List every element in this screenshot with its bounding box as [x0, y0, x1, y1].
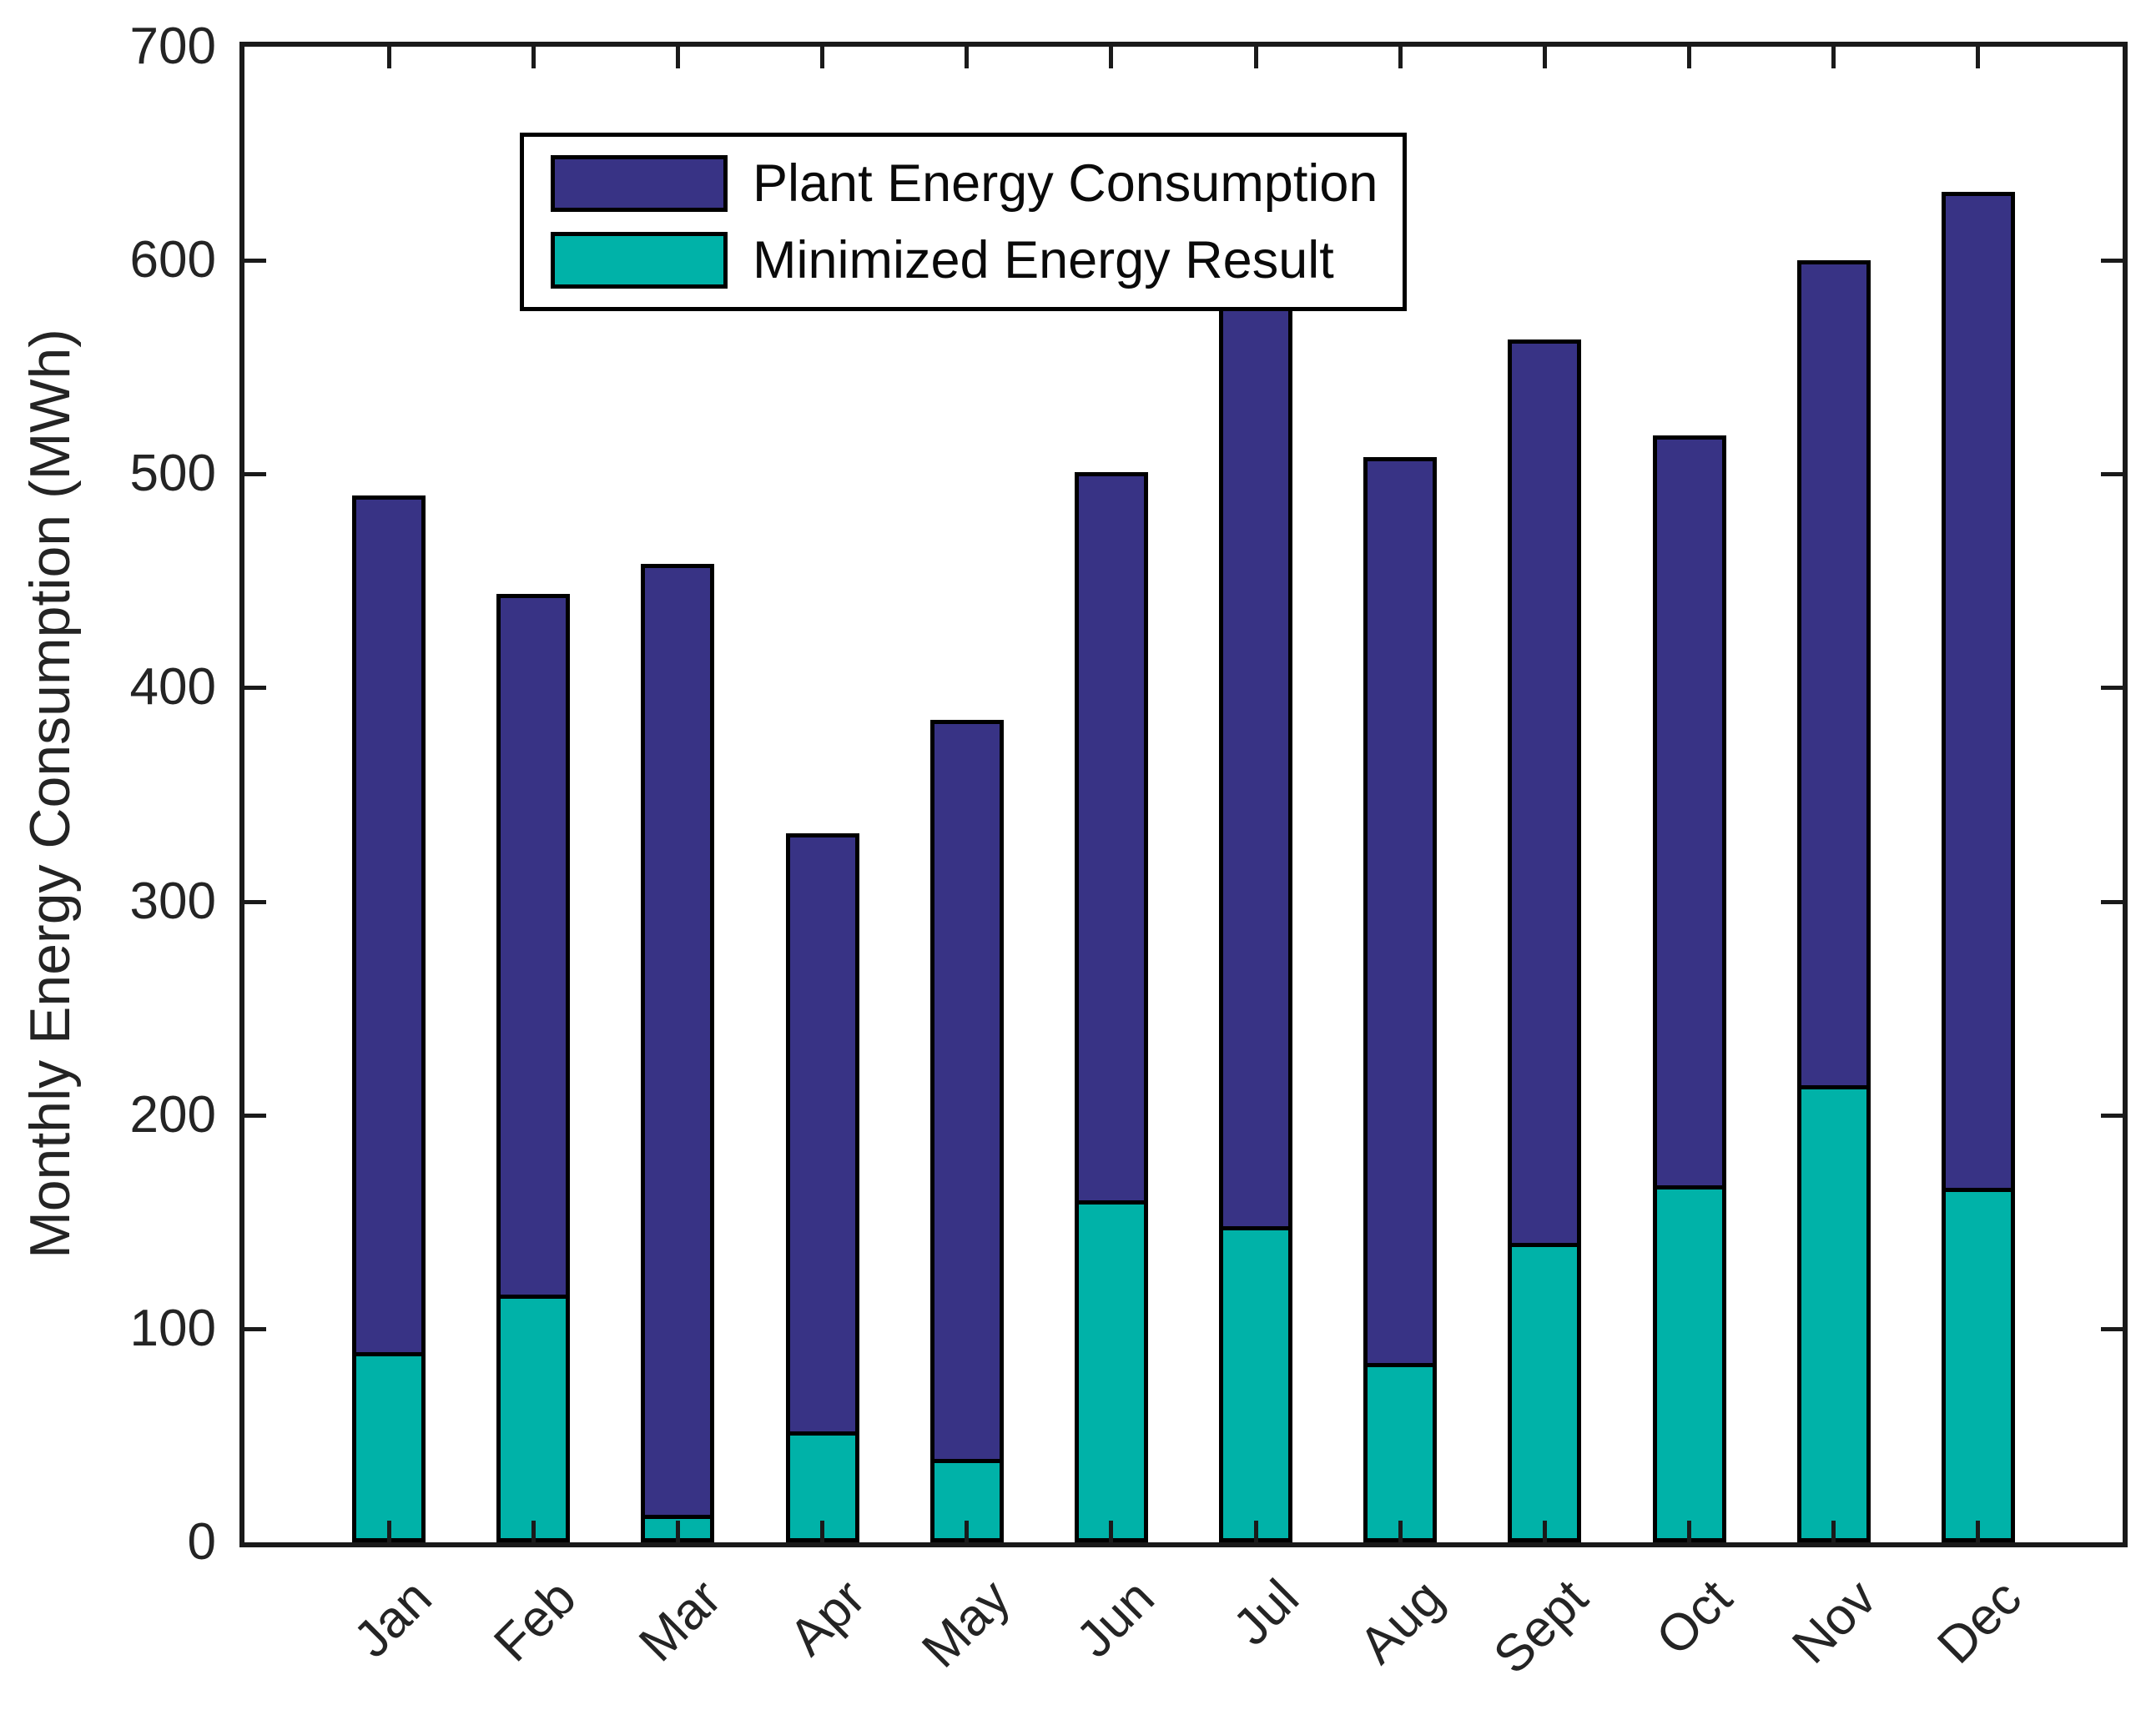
x-tick-top-sept — [1542, 47, 1547, 68]
x-tick-top-mar — [675, 47, 680, 68]
bar-total-may — [929, 720, 1004, 1542]
x-tick-top-nov — [1831, 47, 1836, 68]
x-tick-top-apr — [820, 47, 825, 68]
plot-area: Plant Energy Consumption Minimized Energ… — [239, 42, 2128, 1547]
y-tick-label-500: 500 — [129, 445, 216, 502]
legend-row-minimized: Minimized Energy Result — [551, 230, 1403, 290]
bar-total-aug — [1363, 457, 1438, 1542]
legend: Plant Energy Consumption Minimized Energ… — [520, 133, 1407, 311]
bar-minimized-dec — [1941, 1188, 2015, 1542]
y-tick-right-500 — [2101, 471, 2123, 476]
x-tick-label-dec: Dec — [1926, 1568, 2033, 1675]
y-tick-left-400 — [244, 685, 266, 690]
x-tick-bottom-jul — [1253, 1521, 1258, 1542]
legend-swatch-minimized-energy — [551, 232, 728, 289]
y-tick-right-400 — [2101, 685, 2123, 690]
x-tick-top-jul — [1253, 47, 1258, 68]
x-tick-label-apr: Apr — [778, 1568, 877, 1667]
bar-minimized-jul — [1219, 1226, 1293, 1542]
x-tick-label-may: May — [910, 1568, 1021, 1679]
x-tick-bottom-jan — [386, 1521, 391, 1542]
y-tick-right-600 — [2101, 258, 2123, 263]
y-tick-label-700: 700 — [129, 18, 216, 75]
y-tick-left-600 — [244, 258, 266, 263]
legend-swatch-plant-energy — [551, 155, 728, 212]
y-tick-left-200 — [244, 1113, 266, 1118]
x-tick-bottom-feb — [531, 1521, 536, 1542]
legend-label-minimized-energy: Minimized Energy Result — [753, 231, 1334, 289]
y-tick-left-300 — [244, 899, 266, 904]
x-tick-top-jan — [386, 47, 391, 68]
x-tick-bottom-jun — [1109, 1521, 1114, 1542]
x-tick-label-oct: Oct — [1645, 1568, 1744, 1667]
legend-label-plant-energy: Plant Energy Consumption — [753, 154, 1378, 213]
x-tick-top-aug — [1398, 47, 1403, 68]
y-tick-label-300: 300 — [129, 873, 216, 930]
y-tick-label-400: 400 — [129, 658, 216, 716]
bar-minimized-jun — [1074, 1200, 1148, 1542]
bar-minimized-jan — [352, 1352, 426, 1542]
y-tick-label-100: 100 — [129, 1300, 216, 1357]
y-tick-label-200: 200 — [129, 1086, 216, 1144]
x-tick-bottom-oct — [1687, 1521, 1692, 1542]
x-tick-label-sept: Sept — [1483, 1568, 1599, 1685]
x-tick-top-feb — [531, 47, 536, 68]
x-tick-bottom-mar — [675, 1521, 680, 1542]
x-tick-top-oct — [1687, 47, 1692, 68]
y-tick-label-600: 600 — [129, 231, 216, 289]
x-tick-label-feb: Feb — [483, 1568, 587, 1673]
bars-layer — [244, 47, 2123, 1542]
y-tick-label-0: 0 — [187, 1513, 216, 1571]
bar-minimized-feb — [496, 1295, 571, 1542]
x-tick-label-aug: Aug — [1348, 1568, 1454, 1675]
x-tick-bottom-aug — [1398, 1521, 1403, 1542]
x-tick-bottom-nov — [1831, 1521, 1836, 1542]
x-tick-top-dec — [1976, 47, 1981, 68]
y-tick-left-100 — [244, 1326, 266, 1331]
bar-minimized-sept — [1508, 1243, 1582, 1542]
x-tick-label-jul: Jul — [1222, 1568, 1310, 1657]
x-tick-bottom-apr — [820, 1521, 825, 1542]
x-tick-top-jun — [1109, 47, 1114, 68]
bar-minimized-nov — [1796, 1085, 1871, 1542]
y-tick-left-500 — [244, 471, 266, 476]
x-tick-label-nov: Nov — [1781, 1568, 1888, 1675]
bar-minimized-oct — [1652, 1185, 1726, 1542]
x-tick-bottom-may — [965, 1521, 970, 1542]
bar-minimized-aug — [1363, 1363, 1438, 1542]
y-tick-right-200 — [2101, 1113, 2123, 1118]
y-tick-right-300 — [2101, 899, 2123, 904]
x-tick-top-may — [965, 47, 970, 68]
x-tick-label-mar: Mar — [627, 1568, 733, 1673]
y-tick-right-100 — [2101, 1326, 2123, 1331]
bar-total-mar — [641, 564, 715, 1542]
legend-row-plant: Plant Energy Consumption — [551, 153, 1403, 214]
x-tick-bottom-sept — [1542, 1521, 1547, 1542]
bar-total-apr — [785, 833, 859, 1542]
x-tick-label-jan: Jan — [343, 1568, 443, 1669]
x-tick-bottom-dec — [1976, 1521, 1981, 1542]
x-tick-label-jun: Jun — [1065, 1568, 1166, 1669]
y-axis-label: Monthly Energy Consumption (MWh) — [18, 329, 82, 1259]
